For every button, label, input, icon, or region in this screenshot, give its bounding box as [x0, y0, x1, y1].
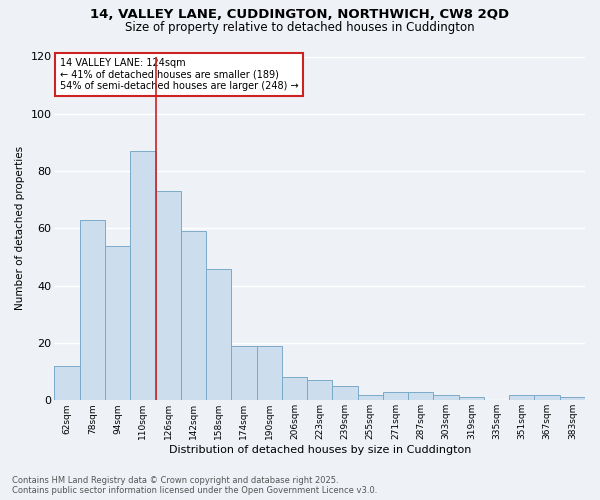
Bar	[181, 232, 206, 400]
X-axis label: Distribution of detached houses by size in Cuddington: Distribution of detached houses by size …	[169, 445, 471, 455]
Bar	[358, 394, 383, 400]
Bar	[509, 394, 535, 400]
Bar	[433, 394, 458, 400]
Bar	[130, 151, 155, 400]
Bar	[458, 398, 484, 400]
Bar	[232, 346, 257, 401]
Bar	[560, 398, 585, 400]
Y-axis label: Number of detached properties: Number of detached properties	[15, 146, 25, 310]
Bar	[307, 380, 332, 400]
Bar	[80, 220, 105, 400]
Bar	[332, 386, 358, 400]
Bar	[383, 392, 408, 400]
Bar	[105, 246, 130, 400]
Text: 14, VALLEY LANE, CUDDINGTON, NORTHWICH, CW8 2QD: 14, VALLEY LANE, CUDDINGTON, NORTHWICH, …	[91, 8, 509, 20]
Bar	[535, 394, 560, 400]
Text: Contains HM Land Registry data © Crown copyright and database right 2025.
Contai: Contains HM Land Registry data © Crown c…	[12, 476, 377, 495]
Bar	[55, 366, 80, 400]
Bar	[257, 346, 282, 401]
Bar	[155, 191, 181, 400]
Bar	[206, 268, 232, 400]
Text: Size of property relative to detached houses in Cuddington: Size of property relative to detached ho…	[125, 22, 475, 35]
Bar	[408, 392, 433, 400]
Bar	[282, 378, 307, 400]
Text: 14 VALLEY LANE: 124sqm
← 41% of detached houses are smaller (189)
54% of semi-de: 14 VALLEY LANE: 124sqm ← 41% of detached…	[60, 58, 298, 92]
